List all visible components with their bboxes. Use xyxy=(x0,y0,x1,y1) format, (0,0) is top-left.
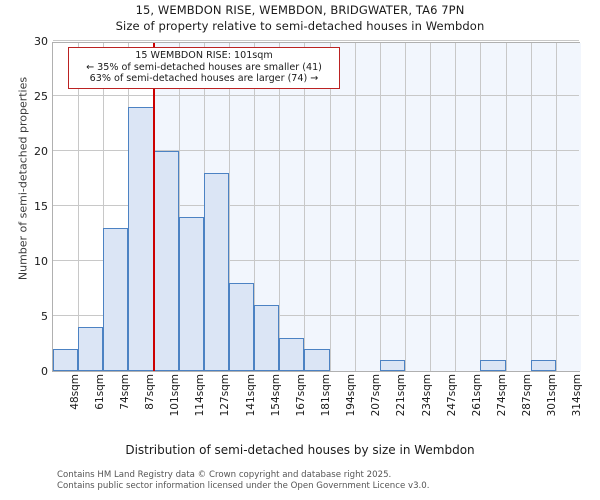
gridline-vertical xyxy=(279,43,281,371)
histogram-bar xyxy=(153,151,179,371)
gridline-horizontal xyxy=(53,95,579,96)
histogram-bar xyxy=(530,360,556,371)
y-axis-label: Number of semi-detached properties xyxy=(16,76,30,281)
x-tick-label: 74sqm xyxy=(118,374,131,410)
x-tick-label: 101sqm xyxy=(169,374,182,417)
x-tick-label: 181sqm xyxy=(320,374,332,417)
x-tick-label: 48sqm xyxy=(68,374,81,410)
x-tick-label: 127sqm xyxy=(219,374,232,417)
x-tick-label: 287sqm xyxy=(521,374,534,417)
gridline-horizontal xyxy=(53,315,579,316)
gridline-vertical xyxy=(405,43,406,371)
x-tick-label: 261sqm xyxy=(470,374,483,417)
gridline-vertical xyxy=(254,43,256,371)
x-tick-label: 301sqm xyxy=(546,374,559,417)
gridline-vertical xyxy=(178,43,180,371)
gridline-vertical xyxy=(430,43,432,371)
histogram-bar xyxy=(103,228,129,371)
gridline-vertical xyxy=(354,43,356,371)
footer-line-2: Contains public sector information licen… xyxy=(57,480,430,491)
x-axis-ticks: 48sqm 61sqm 74sqm 87sqm 101sqm 114sqm 127sqm 14… xyxy=(52,374,584,436)
gridline-vertical xyxy=(379,43,381,371)
histogram-bar xyxy=(304,349,330,371)
y-tick-label: 0 xyxy=(41,365,48,378)
histogram-bar xyxy=(53,349,79,371)
x-tick-label: 274sqm xyxy=(496,374,508,417)
page-title: 15, WEMBDON RISE, WEMBDON, BRIDGWATER, T… xyxy=(135,3,465,17)
gridline-vertical xyxy=(480,43,482,371)
x-tick-label: 141sqm xyxy=(244,374,257,417)
x-tick-label: 234sqm xyxy=(420,374,433,417)
x-tick-label: 87sqm xyxy=(144,374,156,410)
x-axis-label: Distribution of semi-detached houses by … xyxy=(125,443,475,457)
histogram-bar xyxy=(480,360,506,371)
footer-line-1: Contains HM Land Registry data © Crown c… xyxy=(57,470,392,480)
gridline-horizontal xyxy=(53,205,579,206)
x-tick-label: 247sqm xyxy=(445,374,458,417)
y-tick-label: 25 xyxy=(34,90,48,103)
y-tick-label: 5 xyxy=(41,310,48,323)
histogram-bar xyxy=(78,327,104,371)
gridline-vertical xyxy=(103,43,105,371)
y-axis-ticks: 0 5 10 15 20 25 30 xyxy=(0,35,48,378)
y-tick-label: 10 xyxy=(34,255,48,268)
plot-area xyxy=(52,40,581,372)
x-tick-label: 314sqm xyxy=(571,374,584,417)
y-tick-label: 20 xyxy=(34,145,48,158)
x-tick-label: 221sqm xyxy=(395,374,408,417)
property-marker-line xyxy=(152,43,155,371)
histogram-bar xyxy=(128,107,154,371)
gridline-vertical xyxy=(78,43,80,371)
histogram-bar xyxy=(229,283,255,371)
page-subtitle: Size of property relative to semi-detach… xyxy=(115,19,485,33)
gridline-vertical xyxy=(229,43,230,371)
x-tick-label: 114sqm xyxy=(194,374,207,417)
gridline-horizontal xyxy=(53,150,579,151)
y-tick-label: 15 xyxy=(34,200,48,213)
annotation-box: 15 WEMBDON RISE: 101sqm ← 35% of semi-de… xyxy=(68,47,340,89)
x-tick-label: 207sqm xyxy=(370,374,383,417)
histogram-bar xyxy=(279,338,305,371)
gridline-horizontal xyxy=(53,260,579,261)
histogram-bar xyxy=(178,217,204,371)
histogram-bar xyxy=(254,305,280,371)
y-tick-label: 30 xyxy=(34,35,48,48)
annotation-line-1: 15 WEMBDON RISE: 101sqm xyxy=(135,50,273,61)
annotation-line-2: ← 35% of semi-detached houses are smalle… xyxy=(86,61,322,73)
x-tick-label: 61sqm xyxy=(93,374,106,410)
gridline-vertical xyxy=(455,43,457,371)
histogram-bar xyxy=(379,360,405,371)
annotation-line-3: 63% of semi-detached houses are larger (… xyxy=(89,73,319,85)
x-tick-label: 167sqm xyxy=(294,374,307,417)
x-tick-label: 154sqm xyxy=(269,374,282,417)
gridline-vertical xyxy=(505,43,507,371)
histogram-bar xyxy=(203,173,229,371)
gridline-vertical xyxy=(329,43,331,371)
gridline-vertical xyxy=(304,43,306,371)
gridline-horizontal xyxy=(53,40,579,41)
footer-attribution: Contains HM Land Registry data © Crown c… xyxy=(57,470,597,491)
gridline-vertical xyxy=(555,43,557,371)
x-tick-label: 194sqm xyxy=(345,374,358,417)
gridline-vertical xyxy=(530,43,532,371)
